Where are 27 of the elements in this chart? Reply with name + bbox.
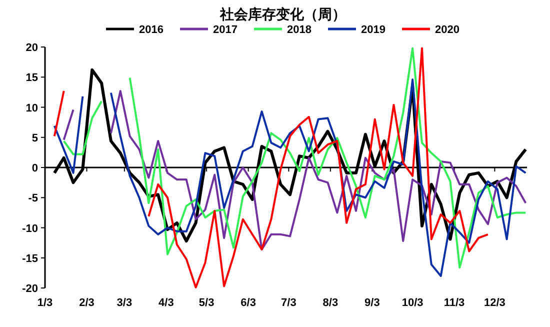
legend-label: 2016 xyxy=(139,24,164,36)
x-tick-label: 6/3 xyxy=(240,297,256,309)
legend-label: 2019 xyxy=(361,24,386,36)
y-tick-label: 0 xyxy=(32,162,38,174)
x-tick-label: 8/3 xyxy=(322,297,338,309)
y-tick-label: -15 xyxy=(22,252,38,265)
x-tick-label: 11/3 xyxy=(444,297,465,309)
y-tick-label: 15 xyxy=(26,72,38,84)
legend-label: 2018 xyxy=(287,24,312,36)
y-tick-label: -5 xyxy=(28,192,38,205)
y-tick-label: -20 xyxy=(22,283,38,295)
chart-title: 社会库存变化（周） xyxy=(219,6,346,23)
x-tick-label: 4/3 xyxy=(158,297,174,309)
x-tick-label: 2/3 xyxy=(79,297,94,309)
x-tick-label: 7/3 xyxy=(281,297,296,309)
y-tick-label: 10 xyxy=(26,102,38,114)
y-tick-label: -10 xyxy=(22,222,38,235)
x-tick-label: 1/3 xyxy=(37,297,53,309)
x-tick-label: 9/3 xyxy=(364,297,380,309)
x-tick-label: 5/3 xyxy=(198,297,214,309)
x-tick-label: 3/3 xyxy=(116,297,132,309)
x-tick-label: 10/3 xyxy=(402,297,424,309)
y-tick-label: 20 xyxy=(26,42,38,54)
y-tick-label: 5 xyxy=(32,132,38,144)
legend-label: 2017 xyxy=(213,24,238,36)
x-tick-label: 12/3 xyxy=(484,297,506,309)
legend-label: 2020 xyxy=(435,24,460,36)
